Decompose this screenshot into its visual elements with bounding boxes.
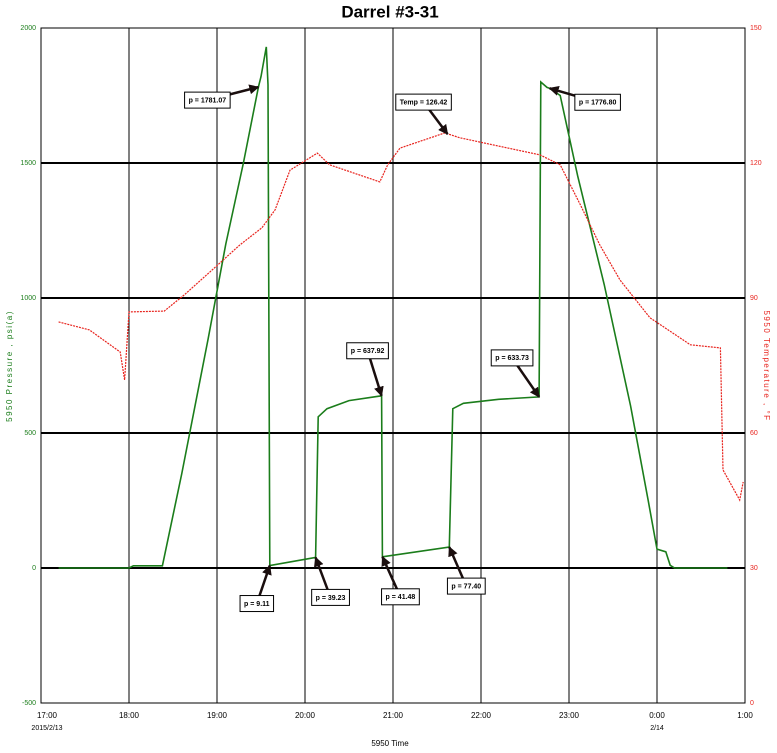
annotation-box <box>381 588 420 606</box>
annotation-label: p = 39.23 <box>316 595 346 602</box>
y-tick-label: 1000 <box>20 295 36 302</box>
y-tick-label: 2000 <box>20 25 36 32</box>
annotation-label: p = 1781.07 <box>189 97 227 104</box>
annotation: p = 633.73 <box>490 349 541 398</box>
annotation: p = 637.92 <box>346 342 389 397</box>
annotation: p = 1776.80 <box>548 85 621 111</box>
x-tick-label: 22:00 <box>471 711 492 720</box>
annotation: p = 1781.07 <box>184 84 260 109</box>
y2-tick-label: 30 <box>750 565 758 572</box>
annotation-label: Temp = 126.42 <box>400 99 448 106</box>
grid <box>41 28 745 703</box>
x-tick-label: 23:00 <box>559 711 580 720</box>
annotation-box <box>184 91 231 109</box>
annotations: p = 1781.07 p = 9.11 p = 39.23 p = 637.92 p … <box>184 84 621 613</box>
x-tick-label: 21:00 <box>383 711 404 720</box>
annotation-box <box>490 349 534 367</box>
x-tick-label: 0:00 <box>649 711 665 720</box>
annotation-label: p = 637.92 <box>351 348 385 355</box>
y2-tick-label: 150 <box>750 25 762 32</box>
annotation-label: p = 9.11 <box>244 601 270 608</box>
y2-tick-label: 120 <box>750 160 762 167</box>
annotation: p = 41.48 <box>381 555 420 606</box>
plot <box>58 46 744 569</box>
annotation: p = 9.11 <box>239 564 275 613</box>
x-tick-label: 20:00 <box>295 711 316 720</box>
y-tick-label: 500 <box>24 430 36 437</box>
x-date-label: 2/14 <box>650 725 664 732</box>
annotation: p = 77.40 <box>446 546 486 595</box>
x-tick-label: 18:00 <box>119 711 140 720</box>
annotation-box <box>239 595 275 613</box>
plot-frame <box>40 27 746 704</box>
annotation-label: p = 633.73 <box>495 355 529 362</box>
y2-tick-label: 90 <box>750 295 758 302</box>
chart-title: Darrel #3-31 <box>341 2 438 21</box>
annotation: p = 39.23 <box>311 556 350 606</box>
y-axis-label: 5950 Pressure , psi(a) <box>5 310 14 422</box>
annotation-label: p = 77.40 <box>451 583 481 590</box>
x-tick-label: 17:00 <box>37 711 58 720</box>
y-tick-label: -500 <box>22 700 36 707</box>
annotation-box <box>311 588 350 606</box>
x-tick-label: 1:00 <box>737 711 753 720</box>
annotation-label: p = 1776.80 <box>579 100 617 107</box>
y-tick-label: 0 <box>32 565 36 572</box>
y-tick-label: 1500 <box>20 160 36 167</box>
annotation: Temp = 126.42 <box>395 93 452 135</box>
annotation-box <box>395 93 452 111</box>
annotation-box <box>574 93 621 111</box>
series-line <box>58 132 744 502</box>
annotation-label: p = 41.48 <box>386 594 416 601</box>
y2-tick-label: 60 <box>750 430 758 437</box>
y2-axis-label: 5950 Temperature , °F <box>762 310 771 421</box>
annotation-box <box>346 342 389 360</box>
y2-tick-label: 0 <box>750 700 754 707</box>
annotation-box <box>446 577 486 595</box>
x-tick-label: 19:00 <box>207 711 228 720</box>
x-date-label: 2015/2/13 <box>31 725 62 732</box>
x-axis-label: 5950 Time <box>371 739 409 748</box>
